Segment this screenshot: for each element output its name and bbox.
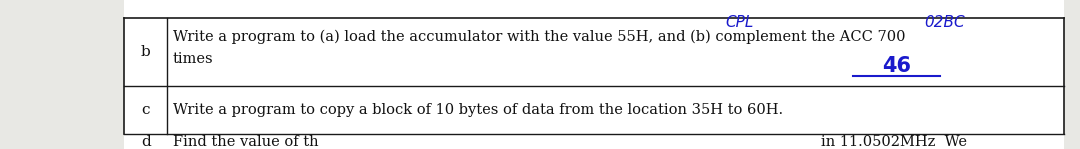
Text: times: times xyxy=(173,52,214,66)
Bar xyxy=(1064,0,1080,149)
Text: b: b xyxy=(140,45,151,59)
Text: d: d xyxy=(140,135,151,149)
Text: Find the value of th: Find the value of th xyxy=(173,135,319,149)
Text: Write a program to (a) load the accumulator with the value 55H, and (b) compleme: Write a program to (a) load the accumula… xyxy=(173,30,905,44)
Bar xyxy=(124,0,1064,149)
Text: in 11.0502MHz  We: in 11.0502MHz We xyxy=(821,135,967,149)
Text: c: c xyxy=(141,103,150,117)
Text: 46: 46 xyxy=(882,56,910,76)
Text: Write a program to copy a block of 10 bytes of data from the location 35H to 60H: Write a program to copy a block of 10 by… xyxy=(173,103,783,117)
Text: CPL: CPL xyxy=(726,15,754,30)
Bar xyxy=(0,0,124,149)
Text: 02BC: 02BC xyxy=(924,15,966,30)
